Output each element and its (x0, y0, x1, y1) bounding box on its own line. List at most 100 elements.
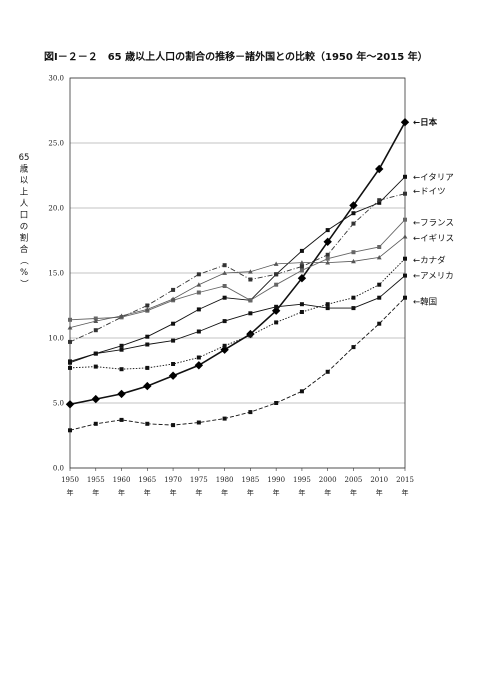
data-point (222, 263, 227, 268)
data-point (325, 260, 331, 265)
data-point (299, 310, 304, 314)
data-point (68, 359, 72, 364)
data-point (248, 277, 253, 282)
data-point (377, 198, 382, 203)
x-tick-label: 1970 (164, 476, 182, 484)
data-point (145, 303, 150, 308)
data-point (68, 428, 72, 433)
axes (69, 77, 406, 471)
x-tick-suffix: 年 (247, 488, 254, 497)
data-point (248, 311, 253, 316)
y-tick-label: 15.0 (48, 270, 64, 278)
x-tick-suffix: 年 (170, 488, 177, 497)
y-tick-label: 5.0 (53, 400, 64, 408)
data-point (273, 261, 279, 266)
data-point (196, 420, 201, 425)
y-axis-label-char: 65 (19, 153, 30, 163)
series-label: ←日本 (413, 117, 438, 128)
x-tick-suffix: 年 (376, 488, 383, 497)
y-tick-label: 0.0 (53, 465, 64, 473)
data-point (65, 400, 75, 409)
data-point (119, 343, 124, 348)
data-point (351, 221, 356, 226)
chart-title: 図Ⅰ－２－２ 65 歳以上人口の割合の推移－諸外国との比較（1950 年～201… (44, 52, 428, 63)
series-line-ドイツ (69, 193, 406, 343)
x-tick-suffix: 年 (350, 488, 357, 497)
data-point (145, 365, 150, 370)
grid (70, 77, 405, 469)
y-axis-label-char: 上 (20, 188, 29, 198)
data-point (196, 272, 201, 277)
data-point (119, 313, 124, 318)
data-point (93, 421, 98, 426)
data-point (325, 306, 330, 311)
x-tick-labels: 1950 年 1955 年 1960 年 1965 年 1970 年 1975 年 1980 年 1985 年… (61, 476, 414, 497)
data-point (222, 284, 227, 288)
data-point (403, 174, 407, 179)
series-label: ←アメリカ (413, 272, 454, 282)
series-line-イギリス (69, 236, 406, 328)
data-point (222, 270, 228, 275)
data-point (196, 282, 202, 287)
series-line-韓国 (69, 297, 406, 431)
series-line-アメリカ (69, 275, 406, 362)
data-point (222, 416, 227, 421)
data-point (194, 361, 204, 370)
series-label: ←韓国 (413, 297, 437, 308)
x-tick-label: 2010 (370, 476, 388, 484)
data-point (68, 365, 72, 370)
x-tick-suffix: 年 (92, 488, 99, 497)
series-line-カナダ (69, 258, 406, 370)
data-point (220, 345, 229, 354)
y-axis-label-char: 人 (20, 199, 29, 209)
data-point (351, 295, 356, 300)
data-point (403, 191, 407, 196)
y-tick-label: 30.0 (48, 75, 64, 83)
data-point (274, 272, 279, 277)
data-point (171, 321, 176, 326)
plot-frame (69, 77, 406, 469)
data-point (145, 421, 150, 426)
data-point (402, 234, 408, 239)
data-point (403, 273, 407, 278)
x-tick-suffix: 年 (195, 488, 202, 497)
data-point (299, 248, 304, 253)
x-tick-suffix: 年 (298, 488, 305, 497)
x-tick-label: 1990 (267, 476, 285, 484)
data-point (299, 268, 304, 273)
data-point (196, 290, 201, 295)
data-point (325, 228, 330, 233)
data-point (248, 333, 253, 338)
data-point (299, 260, 305, 265)
data-point (171, 287, 176, 292)
data-point (323, 237, 332, 246)
x-tick-suffix: 年 (273, 488, 280, 497)
x-tick-suffix: 年 (144, 488, 151, 497)
series-line-イタリア (69, 176, 406, 364)
data-point (403, 256, 407, 261)
y-tick-labels: 0.0 5.0 10.0 15.0 20.0 25.0 30.0 (48, 75, 64, 473)
y-axis-label-char: 割 (20, 233, 29, 244)
data-point (119, 347, 124, 352)
data-point (67, 325, 73, 330)
y-axis-label-char: の (20, 222, 29, 232)
data-point (171, 423, 176, 428)
data-point (93, 364, 98, 369)
x-tick-label: 2000 (319, 476, 337, 484)
data-point (119, 367, 124, 372)
data-point (351, 345, 356, 350)
data-point (93, 318, 99, 324)
y-tick-label: 20.0 (48, 205, 64, 213)
x-tick-label: 2015 (396, 476, 414, 484)
x-tick-label: 1980 (216, 476, 234, 484)
series-label: ←イタリア (413, 173, 454, 183)
data-point (297, 274, 307, 283)
x-tick-label: 1995 (293, 476, 311, 484)
data-point (400, 118, 410, 127)
y-axis-label-char: 歳 (20, 164, 29, 175)
data-point (325, 256, 330, 261)
data-point (377, 200, 382, 205)
data-point (248, 298, 253, 303)
x-tick-suffix: 年 (221, 488, 228, 497)
